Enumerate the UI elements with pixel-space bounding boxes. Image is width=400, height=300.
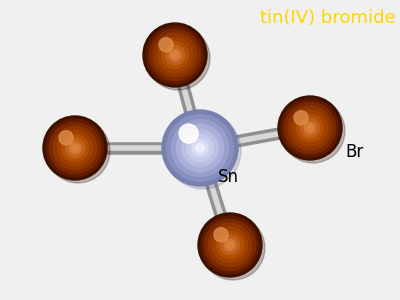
- Circle shape: [224, 239, 236, 251]
- Circle shape: [187, 135, 213, 161]
- Circle shape: [159, 38, 173, 52]
- Circle shape: [46, 119, 110, 183]
- Circle shape: [166, 45, 185, 64]
- Circle shape: [201, 216, 259, 274]
- Circle shape: [150, 29, 200, 81]
- Circle shape: [278, 96, 342, 160]
- Circle shape: [146, 26, 204, 84]
- Circle shape: [307, 125, 313, 131]
- Circle shape: [179, 124, 198, 143]
- Circle shape: [50, 122, 101, 174]
- Circle shape: [182, 130, 218, 166]
- Circle shape: [281, 99, 345, 163]
- Circle shape: [296, 115, 324, 141]
- Circle shape: [288, 106, 332, 150]
- Circle shape: [198, 213, 262, 277]
- Circle shape: [201, 216, 265, 280]
- Circle shape: [204, 219, 256, 271]
- Circle shape: [214, 228, 228, 242]
- Circle shape: [66, 138, 85, 158]
- Circle shape: [281, 99, 339, 157]
- Text: tin(IV) bromide: tin(IV) bromide: [260, 9, 396, 27]
- Circle shape: [59, 131, 73, 145]
- Circle shape: [43, 116, 107, 180]
- Circle shape: [196, 143, 204, 153]
- Circle shape: [212, 227, 248, 262]
- Circle shape: [158, 38, 193, 73]
- Circle shape: [220, 236, 240, 255]
- Circle shape: [166, 115, 234, 182]
- Text: Sn: Sn: [218, 168, 239, 186]
- Circle shape: [162, 42, 188, 68]
- Circle shape: [53, 126, 97, 170]
- Circle shape: [153, 33, 197, 77]
- Circle shape: [216, 232, 244, 258]
- Circle shape: [143, 23, 207, 87]
- Circle shape: [284, 102, 336, 154]
- Circle shape: [292, 110, 328, 146]
- Circle shape: [304, 122, 316, 134]
- Circle shape: [227, 242, 233, 248]
- Circle shape: [69, 142, 81, 154]
- Circle shape: [169, 49, 181, 61]
- Circle shape: [165, 113, 241, 189]
- Circle shape: [62, 135, 88, 161]
- Circle shape: [208, 223, 252, 267]
- Circle shape: [294, 111, 308, 125]
- Circle shape: [46, 119, 104, 177]
- Circle shape: [172, 119, 228, 176]
- Circle shape: [176, 124, 224, 172]
- Circle shape: [192, 140, 208, 156]
- Text: Br: Br: [345, 143, 363, 161]
- Circle shape: [146, 26, 210, 90]
- Circle shape: [162, 110, 238, 186]
- Circle shape: [300, 118, 320, 138]
- Circle shape: [58, 130, 92, 166]
- Circle shape: [172, 52, 178, 58]
- Circle shape: [72, 145, 78, 151]
